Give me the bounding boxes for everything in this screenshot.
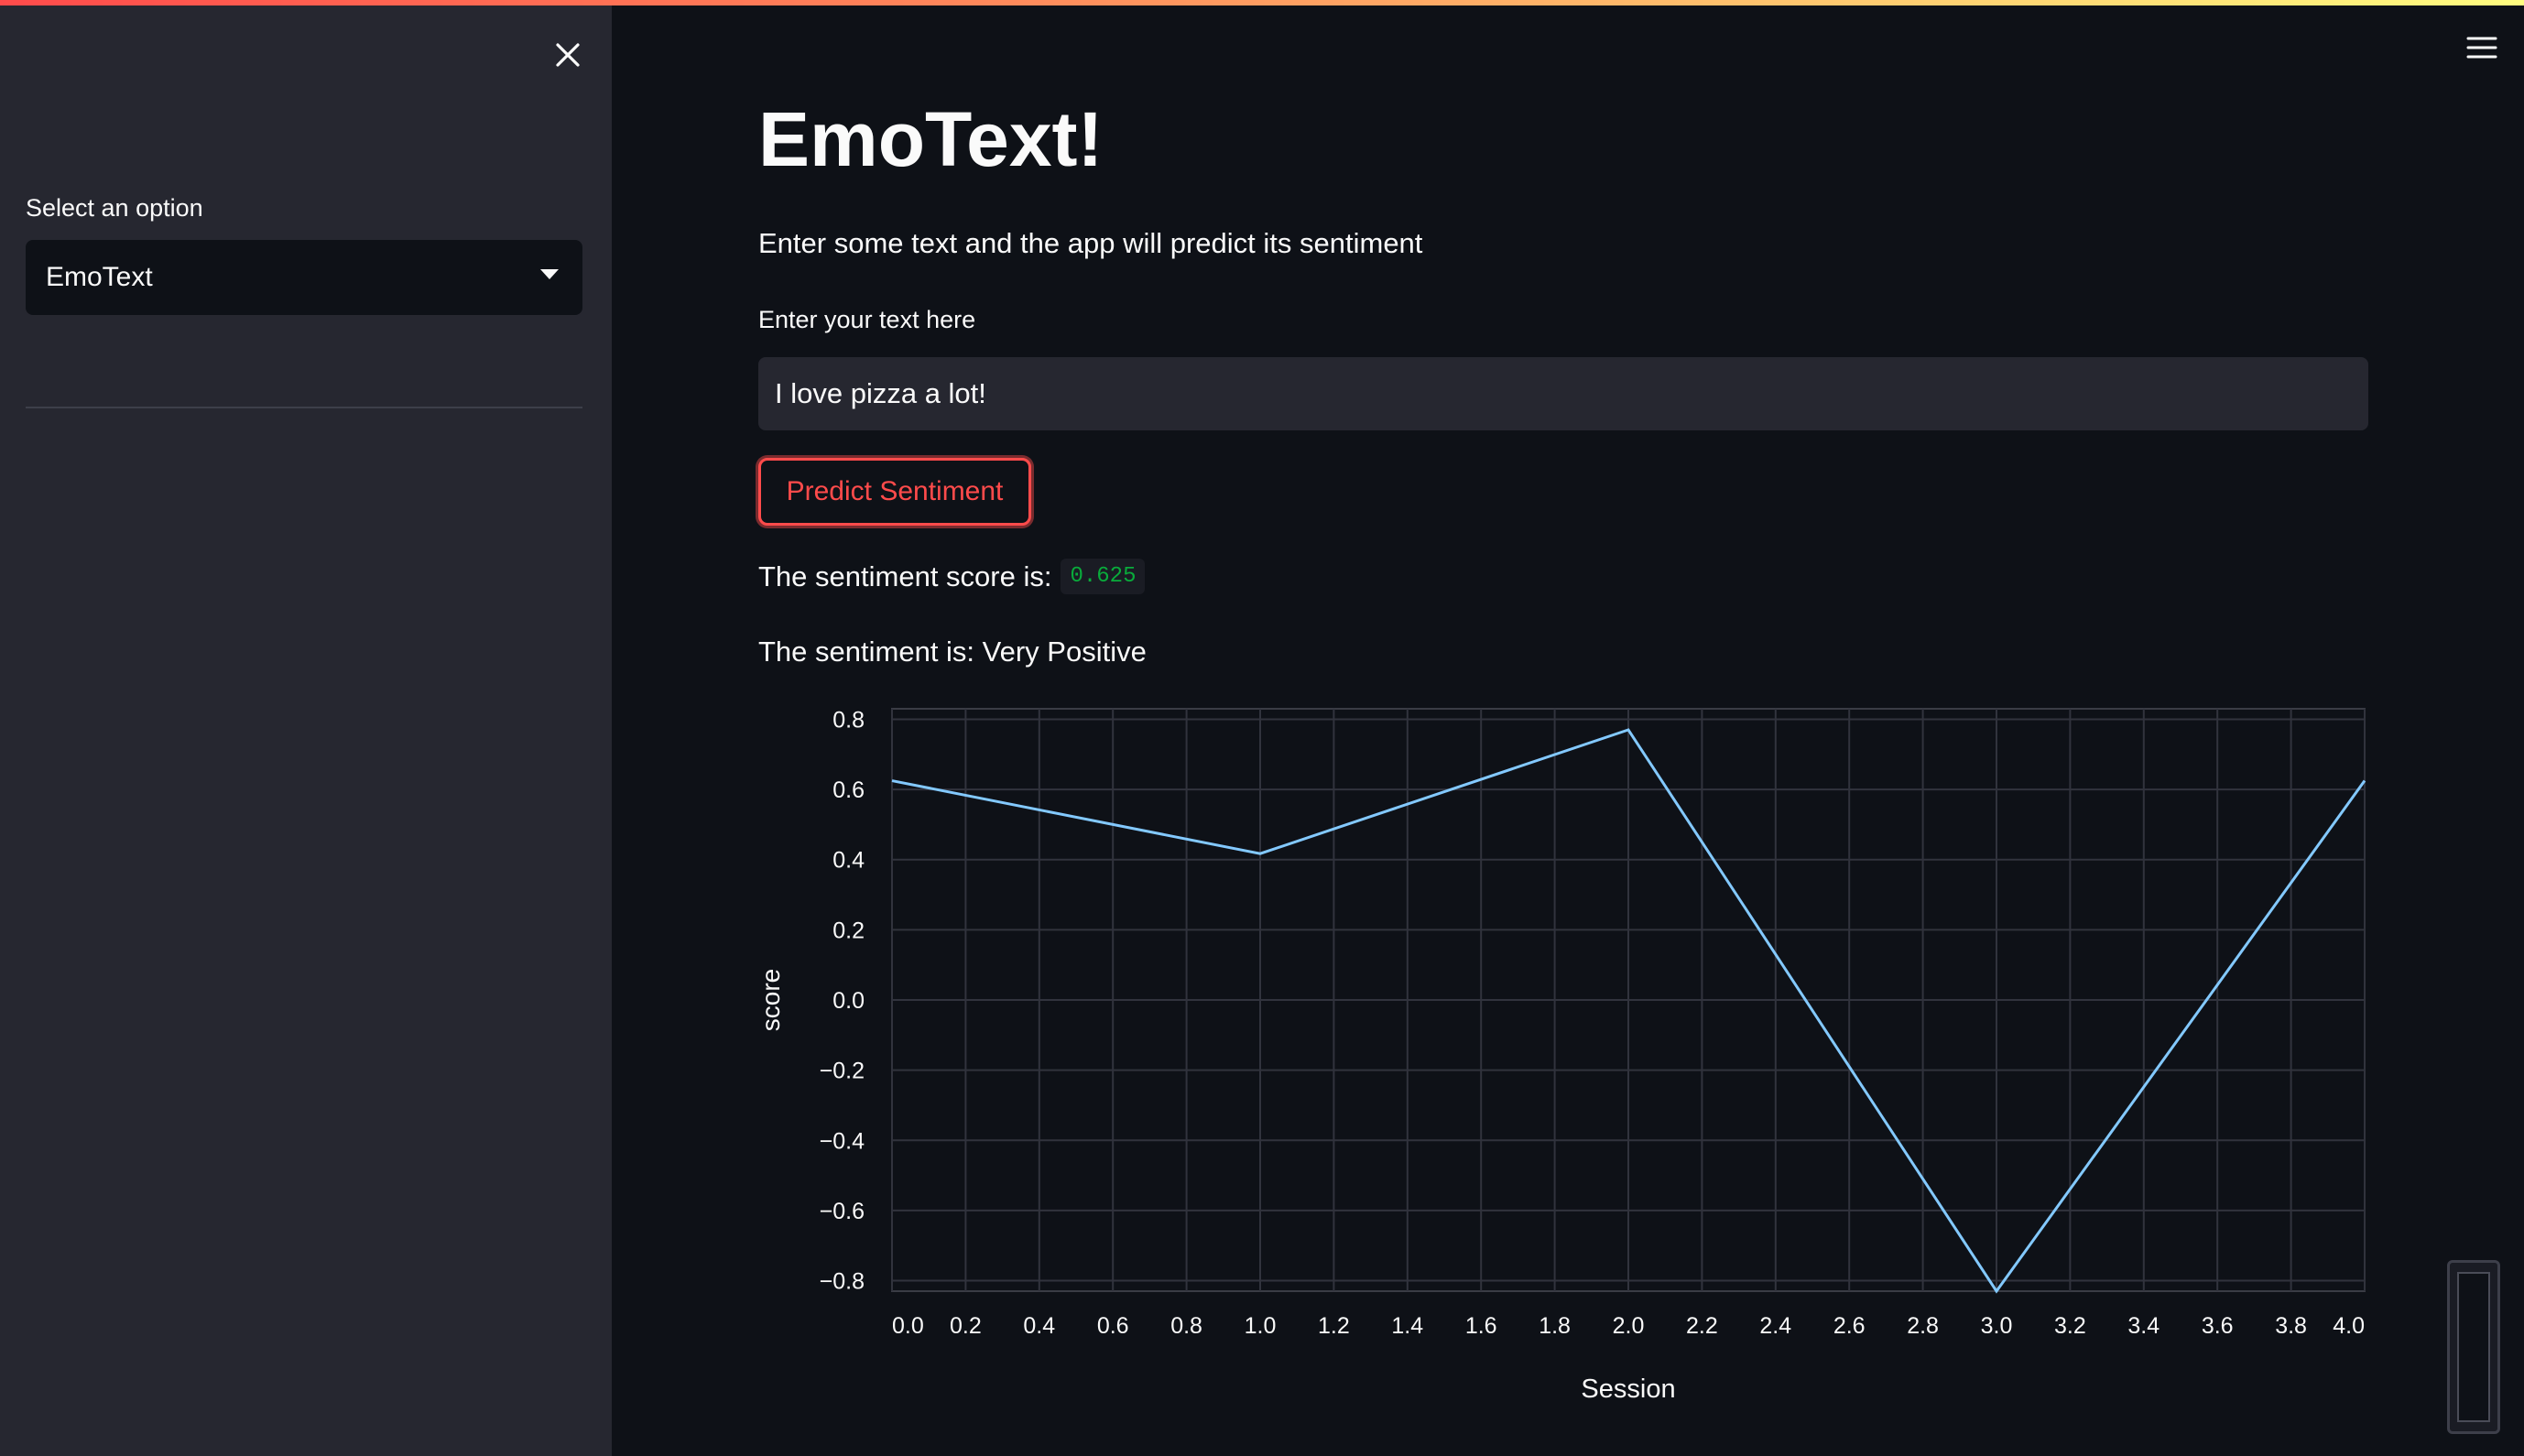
- y-tick-label: 0.6: [832, 777, 865, 803]
- text-input[interactable]: [758, 357, 2368, 430]
- close-icon: [556, 43, 580, 67]
- y-tick-label: 0.4: [832, 848, 865, 874]
- y-tick-label: −0.4: [820, 1128, 865, 1154]
- x-tick-label: 4.0: [2333, 1313, 2365, 1339]
- option-select[interactable]: EmoText: [26, 240, 582, 315]
- page-subtitle: Enter some text and the app will predict…: [758, 227, 1423, 259]
- x-tick-label: 0.8: [1170, 1313, 1202, 1339]
- x-tick-label: 2.8: [1907, 1313, 1939, 1339]
- x-tick-label: 0.6: [1097, 1313, 1129, 1339]
- y-tick-label: 0.8: [832, 707, 865, 733]
- y-axis-label: score: [758, 969, 785, 1031]
- main-menu-button[interactable]: [2462, 27, 2502, 68]
- chevron-down-icon: [540, 269, 559, 279]
- chart-grid: [891, 708, 2366, 1292]
- x-tick-label: 1.4: [1391, 1313, 1423, 1339]
- top-decoration-bar: [0, 0, 2524, 5]
- x-tick-label: 2.0: [1613, 1313, 1645, 1339]
- x-tick-label: 3.0: [1981, 1313, 2013, 1339]
- x-tick-label: 1.8: [1539, 1313, 1571, 1339]
- x-tick-label: 1.0: [1245, 1313, 1277, 1339]
- y-tick-label: −0.8: [820, 1269, 865, 1295]
- score-series-line: [891, 728, 2366, 1294]
- y-tick-label: −0.2: [820, 1059, 865, 1084]
- sidebar: Select an option EmoText: [0, 5, 612, 1456]
- x-tick-label: 1.2: [1318, 1313, 1350, 1339]
- score-value: 0.625: [1061, 559, 1146, 594]
- x-tick-label: 1.6: [1465, 1313, 1497, 1339]
- scroll-indicator[interactable]: [2447, 1260, 2500, 1434]
- x-tick-label: 2.2: [1686, 1313, 1718, 1339]
- x-tick-label: 0.2: [950, 1313, 982, 1339]
- y-tick-label: −0.6: [820, 1199, 865, 1224]
- x-tick-label: 3.6: [2202, 1313, 2234, 1339]
- y-tick-label: 0.2: [832, 918, 865, 943]
- x-tick-label: 3.2: [2054, 1313, 2086, 1339]
- x-axis-label: Session: [1581, 1375, 1675, 1404]
- x-tick-label: 0.0: [892, 1313, 924, 1339]
- x-tick-label: 2.4: [1759, 1313, 1791, 1339]
- y-axis-ticks: 0.8 0.6 0.4 0.2 0.0 −0.2 −0.4 −0.6 −0.8: [820, 707, 865, 1294]
- page-title: EmoText!: [758, 96, 1104, 182]
- sidebar-divider: [26, 407, 582, 408]
- predict-sentiment-button[interactable]: Predict Sentiment: [758, 458, 1031, 526]
- y-tick-label: 0.0: [832, 988, 865, 1014]
- scroll-thumb[interactable]: [2457, 1272, 2490, 1422]
- x-tick-label: 3.4: [2127, 1313, 2160, 1339]
- close-sidebar-button[interactable]: [548, 35, 588, 75]
- hamburger-menu-icon: [2466, 37, 2497, 59]
- sentiment-line-chart: 0.80.60.40.20.0−0.2−0.4−0.6−0.8 0.0 0.2 0.…: [758, 707, 2366, 1404]
- text-input-label: Enter your text here: [758, 306, 976, 333]
- sentiment-score-line: The sentiment score is: 0.625: [758, 559, 1146, 594]
- score-prefix: The sentiment score is:: [758, 560, 1052, 592]
- x-tick-label: 3.8: [2275, 1313, 2307, 1339]
- sentiment-result: The sentiment is: Very Positive: [758, 636, 1147, 668]
- x-tick-label: 0.4: [1023, 1313, 1055, 1339]
- select-option-label: Select an option: [26, 194, 203, 222]
- selected-option: EmoText: [46, 262, 153, 292]
- x-tick-label: 2.6: [1833, 1313, 1866, 1339]
- x-axis-ticks: 0.0 0.2 0.4 0.6 0.8 1.0 1.2 1.4 1.6 1.8 2.0 2.2 2.4 2…: [892, 1313, 2365, 1339]
